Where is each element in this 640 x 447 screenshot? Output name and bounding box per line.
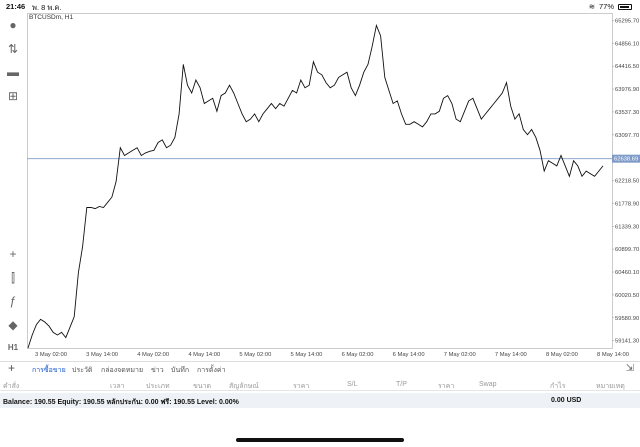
tab-journal[interactable]: บันทึก bbox=[171, 367, 190, 374]
col-swap: Swap bbox=[479, 381, 497, 388]
time-tick-label: 7 May 02:00 bbox=[444, 352, 476, 358]
col-order: คำสั่ง bbox=[3, 383, 20, 390]
balance-text: Balance: 190.55 Equity: 190.55 หลักประกั… bbox=[3, 399, 239, 406]
tab-mailbox[interactable]: กล่องจดหมาย bbox=[101, 367, 144, 374]
battery-icon bbox=[618, 3, 632, 10]
chat-icon[interactable]: ▬ bbox=[7, 65, 19, 79]
col-symbol: สัญลักษณ์ bbox=[229, 383, 259, 390]
bottom-tabs: + การซื้อขาย ประวัติ กล่องจดหมาย ข่าว บั… bbox=[0, 361, 640, 375]
status-date: พ. 8 พ.ค. bbox=[32, 3, 62, 12]
balance-bar: Balance: 190.55 Equity: 190.55 หลักประกั… bbox=[0, 393, 640, 408]
price-tick-label: 61339.30 bbox=[615, 224, 639, 230]
price-tick-label: 63537.30 bbox=[615, 110, 639, 116]
add-chart-icon[interactable]: ⊞ bbox=[7, 89, 19, 103]
price-chart[interactable]: 65295.70 64856.10 64416.50 63976.90 63537.30… bbox=[27, 13, 640, 361]
col-comment: หมายเหตุ bbox=[596, 383, 625, 390]
col-sl: S/L bbox=[347, 381, 358, 388]
price-series-line bbox=[27, 23, 604, 349]
price-tick-label: 60020.50 bbox=[615, 293, 639, 299]
time-tick-label: 5 May 14:00 bbox=[291, 352, 323, 358]
price-tick-label: 59580.90 bbox=[615, 316, 639, 322]
left-toolbar: ● ⇅ ▬ ⊞ + ⫿ ƒ ◆ H1 bbox=[0, 13, 26, 361]
status-right: ≋ 77% bbox=[589, 2, 632, 11]
price-tick-label: 60899.70 bbox=[615, 247, 639, 253]
price-tick-label: 63976.90 bbox=[615, 87, 639, 93]
indicators-icon[interactable]: ⫿ bbox=[11, 271, 15, 285]
price-tick-label: 65295.70 bbox=[615, 18, 639, 24]
trade-columns-header: คำสั่ง เวลา ประเภท ขนาด สัญลักษณ์ ราคา S… bbox=[0, 378, 640, 391]
time-tick-label: 8 May 14:00 bbox=[597, 352, 629, 358]
time-tick-label: 3 May 14:00 bbox=[86, 352, 118, 358]
price-tick-label: 63097.70 bbox=[615, 133, 639, 139]
price-tick-label: 62218.50 bbox=[615, 179, 639, 185]
current-price-label: 62638.69 bbox=[614, 157, 638, 163]
plus-icon[interactable]: + bbox=[8, 361, 16, 375]
objects-icon[interactable]: ◆ bbox=[8, 318, 18, 332]
col-profit: กำไร bbox=[550, 383, 566, 390]
time-tick-label: 8 May 02:00 bbox=[546, 352, 578, 358]
chart-symbol-label: BTCUSDm, H1 bbox=[29, 14, 74, 21]
status-bar: 21:46 พ. 8 พ.ค. ≋ 77% bbox=[0, 0, 640, 13]
price-tick-label: 59141.30 bbox=[615, 339, 639, 345]
time-tick-label: 4 May 02:00 bbox=[137, 352, 169, 358]
time-tick-label: 5 May 02:00 bbox=[239, 352, 271, 358]
col-price-current: ราคา bbox=[438, 383, 455, 390]
price-tick-label: 64856.10 bbox=[615, 41, 639, 47]
time-tick-label: 6 May 14:00 bbox=[393, 352, 425, 358]
col-type: ประเภท bbox=[146, 383, 170, 390]
tab-trade[interactable]: การซื้อขาย bbox=[32, 367, 66, 374]
price-tick-label: 60460.10 bbox=[615, 270, 639, 276]
col-tp: T/P bbox=[396, 381, 407, 388]
tab-news[interactable]: ข่าว bbox=[151, 367, 164, 374]
tab-history[interactable]: ประวัติ bbox=[72, 367, 93, 374]
col-time: เวลา bbox=[110, 383, 125, 390]
chart-svg: 65295.70 64856.10 64416.50 63976.90 63537.30… bbox=[27, 13, 640, 358]
col-price: ราคา bbox=[293, 383, 310, 390]
crosshair-icon[interactable]: + bbox=[9, 247, 17, 261]
status-time: 21:46 bbox=[6, 2, 26, 11]
time-tick-label: 7 May 14:00 bbox=[495, 352, 527, 358]
wifi-icon: ≋ bbox=[588, 2, 595, 11]
tab-settings[interactable]: การตั้งค่า bbox=[197, 367, 226, 374]
price-tick-label: 64416.50 bbox=[615, 64, 639, 70]
account-icon[interactable]: ● bbox=[9, 18, 17, 32]
current-price-box bbox=[612, 154, 640, 163]
timeframe-icon[interactable]: H1 bbox=[7, 343, 19, 352]
price-tick-label: 61778.90 bbox=[615, 201, 639, 207]
battery-percent: 77% bbox=[598, 2, 614, 11]
time-tick-label: 4 May 14:00 bbox=[188, 352, 220, 358]
function-icon[interactable]: ƒ bbox=[9, 294, 17, 308]
col-size: ขนาด bbox=[193, 383, 212, 390]
chart-frame bbox=[27, 13, 613, 349]
time-tick-label: 3 May 02:00 bbox=[35, 352, 67, 358]
time-tick-label: 6 May 02:00 bbox=[342, 352, 374, 358]
trade-icon[interactable]: ⇅ bbox=[7, 42, 19, 56]
export-icon[interactable]: ⇲ bbox=[625, 363, 634, 374]
home-indicator[interactable] bbox=[236, 438, 404, 442]
profit-total: 0.00 USD bbox=[551, 397, 582, 404]
